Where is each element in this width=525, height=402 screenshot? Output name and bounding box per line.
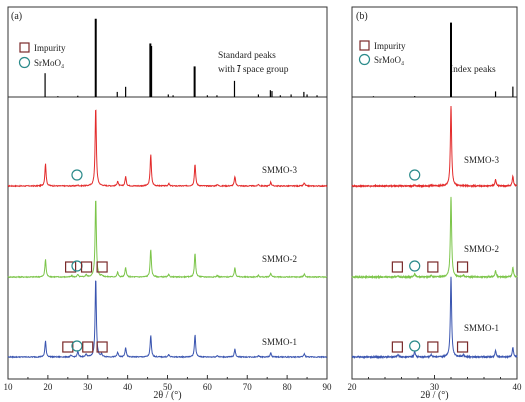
x-tick-label: 70 — [243, 382, 253, 392]
series-label-smmo-2: SMMO-2 — [464, 244, 499, 254]
panel-b-x-axis: 20 30 40 — [348, 375, 523, 392]
impurity-marker-square-icon — [62, 341, 74, 353]
impurity-marker-square-icon — [427, 261, 439, 273]
x-tick-label: 40 — [513, 382, 523, 392]
series-line-smmo-1 — [351, 276, 518, 360]
series-line-smmo-1 — [7, 280, 328, 359]
series-line-smmo-3 — [351, 105, 518, 189]
series-label-smmo-2: SMMO-2 — [262, 254, 297, 264]
panel-b-series: SMMO-3 SMMO-2 SMMO-1 — [351, 105, 518, 360]
series-label-smmo-3: SMMO-3 — [464, 155, 500, 165]
panel-b-reference-peaks — [372, 22, 514, 97]
srmoo4-marker-circle-icon — [409, 260, 421, 272]
srmoo4-marker-circle-icon — [409, 169, 421, 181]
impurity-marker-square-icon — [427, 341, 439, 353]
panel-a-x-axis-title: 2θ / (°) — [153, 390, 181, 401]
srmoo4-marker-circle-icon — [71, 340, 83, 352]
panel-a-x-axis: 10 20 30 40 50 60 70 80 90 — [4, 375, 333, 392]
srmoo4-marker-circle-icon — [71, 169, 83, 181]
x-tick-label: 50 — [163, 382, 173, 392]
series-label-smmo-1: SMMO-1 — [262, 337, 297, 347]
srmoo4-marker-circle-icon — [409, 340, 421, 352]
panel-a-reference-peaks — [44, 18, 318, 97]
panel-b-x-axis-title: 2θ / (°) — [420, 390, 448, 401]
impurity-marker-square-icon — [96, 341, 108, 353]
legend-srmoo4-circle-icon — [358, 53, 371, 66]
srmoo4-marker-circle-icon — [71, 260, 83, 272]
impurity-marker-square-icon — [65, 261, 77, 273]
series-line-smmo-3 — [7, 109, 328, 188]
panel-a-legend: Impurity SrMoO₄ — [18, 42, 66, 69]
panel-b-legend: Impurity SrMoO₄ — [358, 40, 406, 66]
x-tick-label: 60 — [203, 382, 213, 392]
reference-label-line2: with I space group — [218, 65, 289, 75]
x-tick-label: 10 — [4, 382, 14, 392]
legend-impurity-label: Impurity — [34, 43, 66, 53]
space-group-symbol: I — [236, 65, 241, 75]
panel-b: (b) Impurity SrMoO₄ Index peaks SMMO-3SM… — [348, 6, 523, 401]
legend-srmoo4-label: SrMoO₄ — [374, 55, 404, 65]
series-line-smmo-2 — [7, 200, 328, 279]
impurity-marker-square-icon — [391, 341, 403, 353]
panel-a: (a) Impurity SrMoO₄ Standard peaks with … — [4, 6, 333, 401]
series-label-smmo-3: SMMO-3 — [262, 165, 298, 175]
x-tick-label: 80 — [283, 382, 293, 392]
panel-a-label: (a) — [11, 11, 22, 22]
legend-impurity-label: Impurity — [374, 41, 406, 51]
impurity-marker-square-icon — [456, 261, 469, 273]
impurity-marker-square-icon — [82, 341, 94, 353]
panel-a-series: SMMO-3 SMMO-2 SMMO-1 — [7, 109, 328, 359]
series-label-smmo-1: SMMO-1 — [464, 323, 499, 333]
legend-impurity-square-icon — [19, 42, 30, 53]
x-tick-label: 20 — [43, 382, 53, 392]
impurity-marker-square-icon — [96, 261, 108, 273]
impurity-marker-square-icon — [391, 261, 403, 273]
legend-srmoo4-circle-icon — [18, 56, 31, 69]
x-tick-label: 20 — [348, 382, 358, 392]
series-line-smmo-2 — [351, 196, 518, 280]
legend-srmoo4-label: SrMoO₄ — [34, 58, 64, 68]
impurity-marker-square-icon — [80, 261, 93, 273]
x-tick-label: 90 — [323, 382, 333, 392]
x-tick-label: 30 — [83, 382, 93, 392]
legend-impurity-square-icon — [359, 40, 370, 51]
impurity-marker-square-icon — [456, 341, 469, 353]
index-peaks-label: Index peaks — [450, 65, 496, 75]
x-tick-label: 30 — [430, 382, 440, 392]
reference-label-line1: Standard peaks — [218, 51, 276, 61]
panel-b-label: (b) — [356, 11, 368, 22]
x-tick-label: 40 — [123, 382, 133, 392]
